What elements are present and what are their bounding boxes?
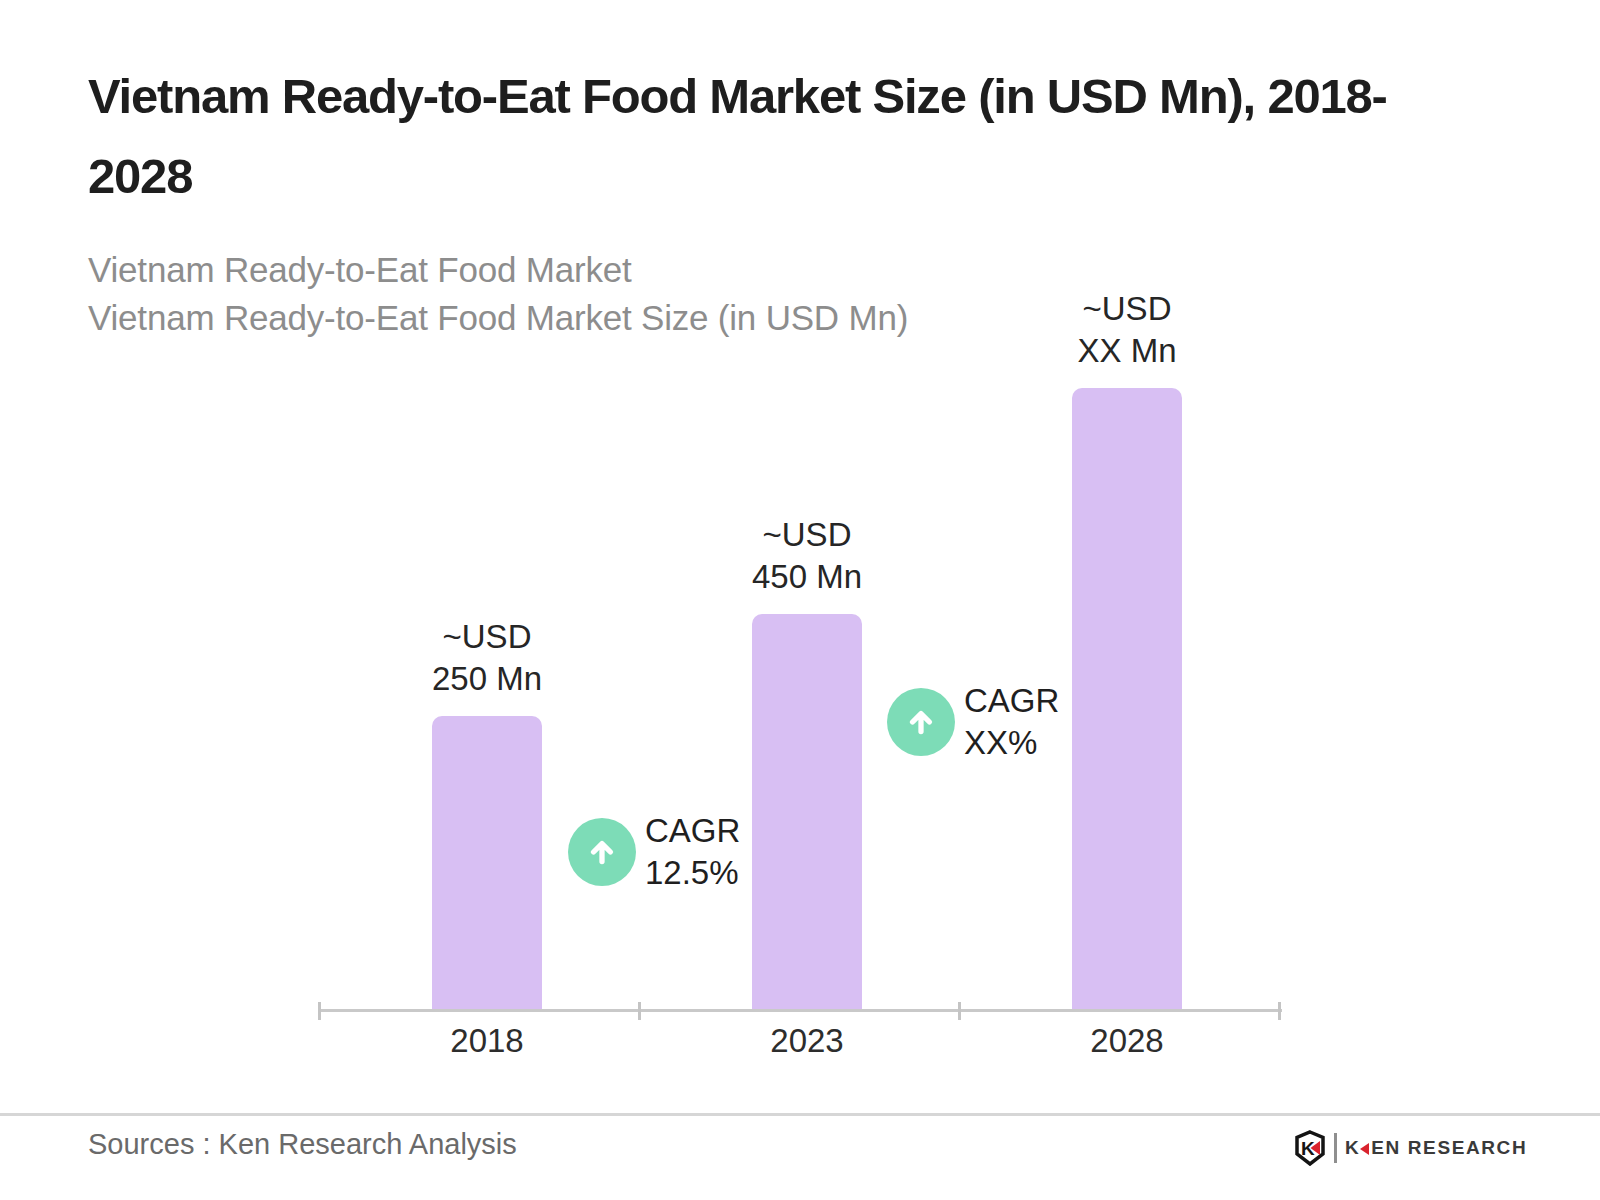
page-title-line2: 2028 bbox=[88, 136, 1568, 216]
value-label-line: XX Mn bbox=[1017, 330, 1237, 372]
axis-tick bbox=[1278, 1002, 1281, 1020]
logo-red-triangle-icon bbox=[1360, 1143, 1369, 1155]
brand-suffix: EN RESEARCH bbox=[1371, 1137, 1527, 1159]
up-arrow-icon bbox=[887, 688, 955, 756]
bar-2023 bbox=[752, 614, 862, 1012]
axis-tick bbox=[318, 1002, 321, 1020]
value-label-line: ~USD bbox=[377, 616, 597, 658]
value-label-line: 450 Mn bbox=[697, 556, 917, 598]
footer-divider bbox=[0, 1113, 1600, 1116]
cagr-value: XX% bbox=[964, 722, 1059, 764]
axis-tick bbox=[638, 1002, 641, 1020]
source-text: Sources : Ken Research Analysis bbox=[88, 1128, 517, 1161]
bar-value-label-2018: ~USD 250 Mn bbox=[377, 616, 597, 700]
year-label-2018: 2018 bbox=[377, 1022, 597, 1060]
year-label-2028: 2028 bbox=[1017, 1022, 1237, 1060]
cagr-label: CAGR bbox=[645, 810, 740, 852]
up-arrow-icon bbox=[568, 818, 636, 886]
value-label-line: ~USD bbox=[1017, 288, 1237, 330]
year-label-2023: 2023 bbox=[697, 1022, 917, 1060]
chart-subtitle-line1: Vietnam Ready-to-Eat Food Market bbox=[88, 246, 1288, 294]
cagr-label: CAGR bbox=[964, 680, 1059, 722]
bar-value-label-2023: ~USD 450 Mn bbox=[697, 514, 917, 598]
axis-tick bbox=[958, 1002, 961, 1020]
cagr-value: 12.5% bbox=[645, 852, 740, 894]
page-title-line1: Vietnam Ready-to-Eat Food Market Size (i… bbox=[88, 56, 1568, 136]
x-axis bbox=[318, 1009, 1282, 1012]
ken-research-logo: K K EN RESEARCH bbox=[1294, 1130, 1527, 1166]
cagr-annotation-1: CAGR 12.5% bbox=[645, 810, 740, 894]
bar-value-label-2028: ~USD XX Mn bbox=[1017, 288, 1237, 372]
bar-2028 bbox=[1072, 388, 1182, 1012]
brand-prefix: K bbox=[1345, 1137, 1360, 1159]
bar-2018 bbox=[432, 716, 542, 1012]
logo-separator bbox=[1334, 1133, 1337, 1163]
value-label-line: 250 Mn bbox=[377, 658, 597, 700]
cagr-annotation-2: CAGR XX% bbox=[964, 680, 1059, 764]
page-title: Vietnam Ready-to-Eat Food Market Size (i… bbox=[88, 56, 1568, 216]
value-label-line: ~USD bbox=[697, 514, 917, 556]
logo-shield-icon: K bbox=[1294, 1130, 1326, 1166]
logo-brand-text: K EN RESEARCH bbox=[1345, 1137, 1527, 1159]
slide-canvas: Vietnam Ready-to-Eat Food Market Size (i… bbox=[0, 0, 1600, 1200]
